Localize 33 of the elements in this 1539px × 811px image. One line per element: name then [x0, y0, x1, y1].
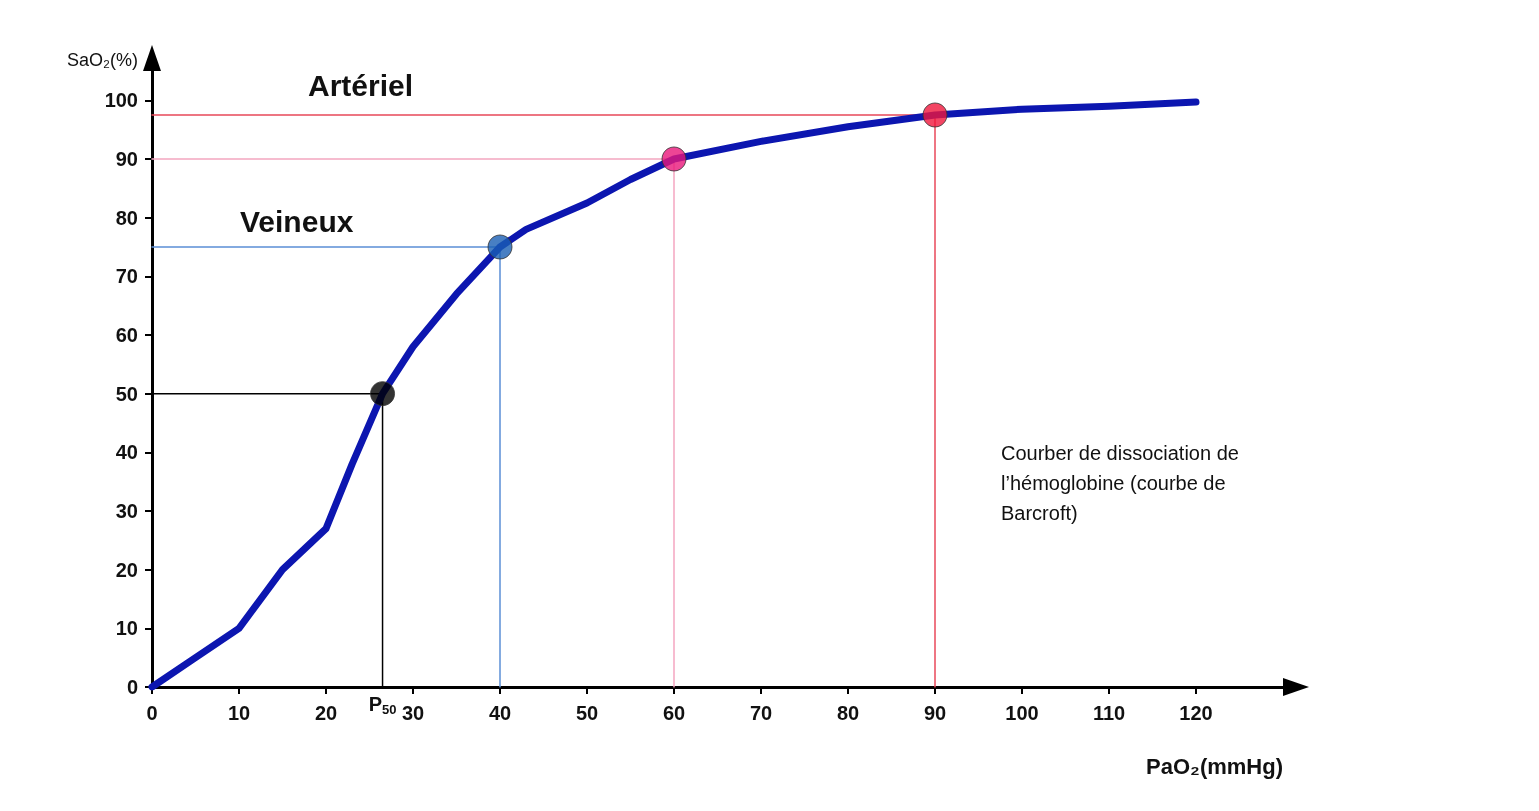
- y-tick-label: 30: [115, 500, 138, 522]
- point: [922, 102, 948, 128]
- x-tick-label: 110: [1092, 702, 1126, 724]
- x-tick-label: 100: [1005, 702, 1039, 724]
- annotation: Courber de dissociation de l’hémoglobine (courbe de Barcroft): [1001, 442, 1245, 524]
- x-tick-label: 70: [749, 702, 773, 724]
- x-tick-label: 80: [836, 702, 860, 724]
- y-tick-label: 80: [115, 206, 138, 229]
- y-tick-label: 50: [115, 382, 138, 405]
- y-tick-label: 10: [115, 617, 138, 640]
- y-tick-label: 20: [115, 558, 138, 581]
- point: [487, 234, 513, 260]
- annotation: Artériel: [308, 68, 414, 102]
- y-tick-label: 60: [115, 324, 138, 346]
- point: [661, 146, 687, 172]
- x-tick-label: 20: [314, 702, 338, 724]
- x-tick-label: 50: [575, 702, 599, 724]
- y-tick-label: 40: [115, 441, 138, 464]
- x-tick-label: 30: [401, 702, 425, 724]
- x-tick-label: 40: [488, 702, 512, 724]
- y-tick-label: 100: [104, 89, 138, 112]
- y-tick-label: 90: [115, 148, 138, 170]
- x-tick-label: 60: [662, 702, 686, 724]
- x-tick-label: 10: [227, 702, 251, 724]
- point: [370, 381, 396, 407]
- y-tick-label: 0: [126, 676, 138, 698]
- y-tick-label: 70: [115, 265, 138, 288]
- y-axis-title: SaO₂(%): [67, 50, 138, 70]
- annotation: Veineux: [240, 204, 354, 238]
- x-axis-title: PaO₂(mmHg): [1146, 753, 1283, 779]
- x-tick-label: 0: [146, 702, 158, 724]
- x-tick-label: 120: [1179, 702, 1213, 724]
- x-tick-label: 90: [923, 702, 947, 724]
